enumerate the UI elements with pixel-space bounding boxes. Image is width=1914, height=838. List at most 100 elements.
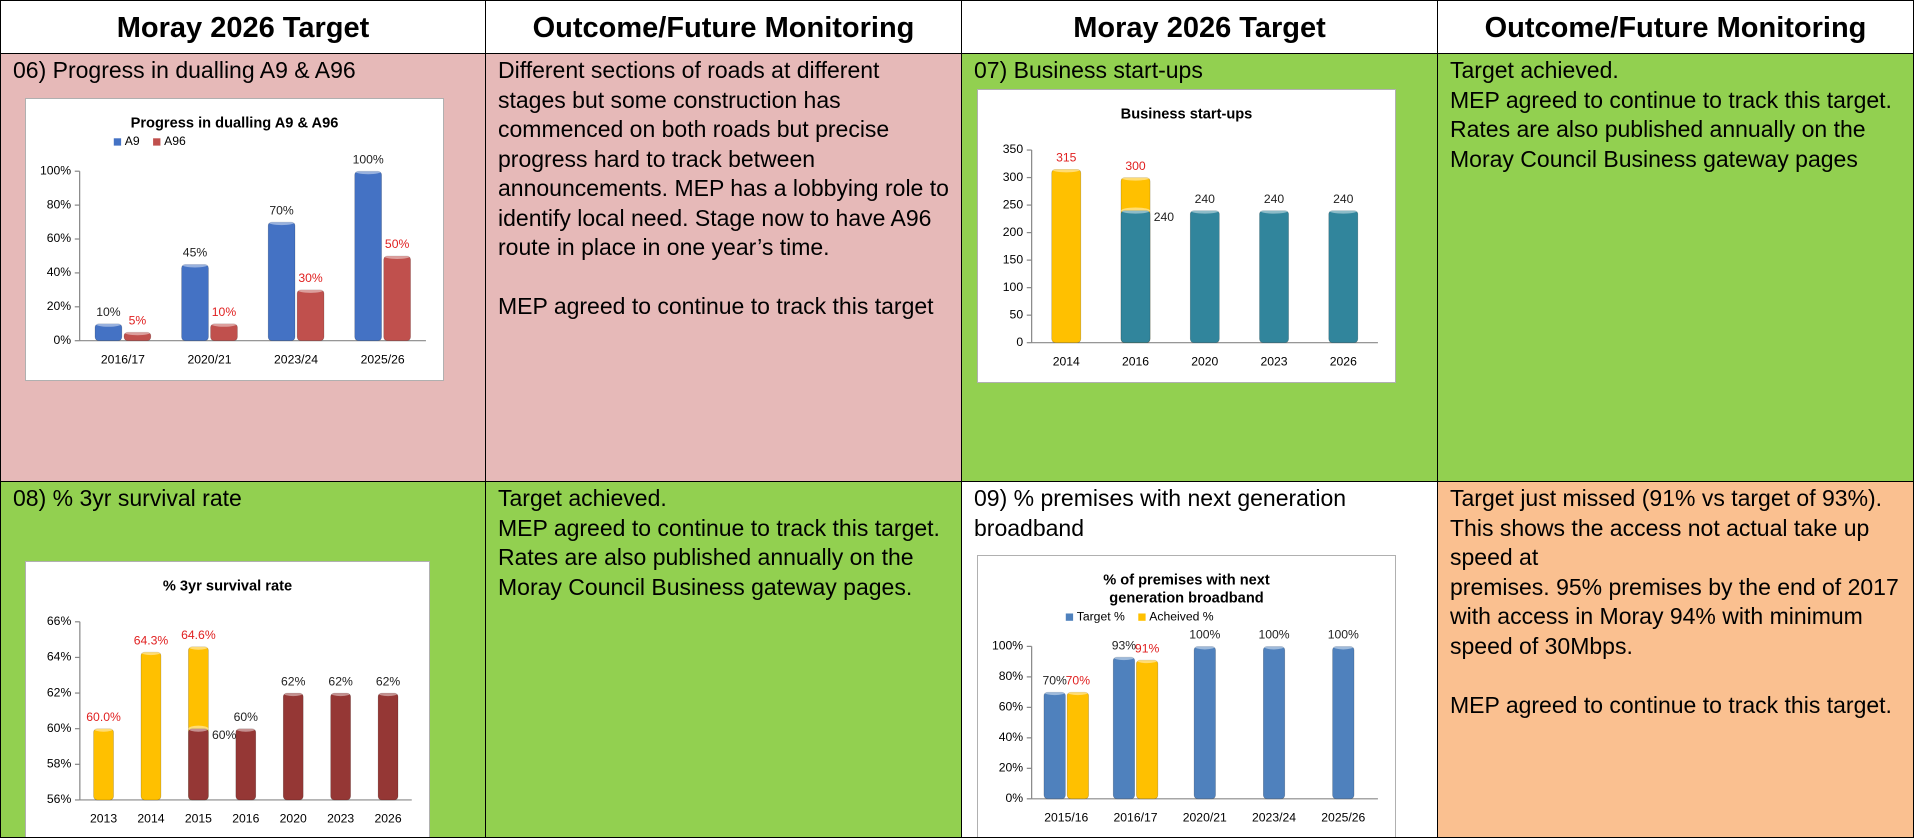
y-tick-label: 40% bbox=[999, 730, 1024, 744]
x-tick-label: 2023/24 bbox=[274, 352, 318, 366]
bar bbox=[1332, 646, 1355, 800]
text-line: MEP agreed to continue to track this tar… bbox=[498, 293, 934, 319]
bar-cap bbox=[1136, 657, 1158, 664]
bar bbox=[140, 651, 162, 801]
x-tick-label: 2016/17 bbox=[1114, 811, 1158, 825]
bar-cap bbox=[188, 643, 209, 650]
y-tick-label: 0% bbox=[1005, 791, 1023, 805]
header-cell: Moray 2026 Target bbox=[0, 0, 486, 54]
bar bbox=[1263, 646, 1286, 800]
outcome-text: Target just missed (91% vs target of 93%… bbox=[1438, 482, 1913, 720]
outcome-cell: Target achieved. MEP agreed to continue t… bbox=[486, 482, 962, 838]
value-label: 300 bbox=[1125, 159, 1146, 173]
value-label: 240 bbox=[1333, 192, 1354, 206]
bar bbox=[1066, 691, 1089, 800]
value-label: 240 bbox=[1264, 192, 1285, 206]
bar bbox=[354, 170, 382, 342]
x-tick-label: 2026 bbox=[374, 812, 401, 826]
target-cell: 07) Business start-ups Business start-ups… bbox=[962, 54, 1438, 482]
outcome-text: Different sections of roads at different… bbox=[486, 54, 961, 322]
x-tick-label: 2023 bbox=[1260, 354, 1287, 368]
bar bbox=[94, 323, 123, 342]
bar-cap bbox=[268, 219, 296, 226]
value-label: 10% bbox=[96, 305, 121, 319]
x-tick-label: 2016 bbox=[1122, 354, 1149, 368]
x-tick-label: 2013 bbox=[90, 812, 117, 826]
target-cell: 09) % premises with next generation broa… bbox=[962, 482, 1438, 838]
y-tick-label: 62% bbox=[47, 685, 72, 699]
bar-cap bbox=[354, 168, 382, 175]
chart-title: Progress in dualling A9 & A96 bbox=[131, 116, 339, 132]
y-tick-label: 350 bbox=[1003, 142, 1024, 156]
y-tick-label: 60% bbox=[47, 721, 72, 735]
bar bbox=[296, 289, 325, 342]
y-tick-label: 64% bbox=[47, 650, 72, 664]
outcome-text: Target achieved. MEP agreed to continue … bbox=[1438, 54, 1913, 174]
y-tick-label: 250 bbox=[1003, 197, 1024, 211]
x-tick-label: 2014 bbox=[1053, 354, 1080, 368]
value-label: 240 bbox=[1195, 192, 1216, 206]
target-cell: 06) Progress in dualling A9 & A96 Progres… bbox=[0, 54, 486, 482]
legend-label: Target % bbox=[1077, 609, 1125, 623]
target-label: 07) Business start-ups bbox=[974, 57, 1203, 83]
x-tick-label: 2014 bbox=[137, 812, 164, 826]
bar bbox=[383, 255, 411, 342]
bar-cap bbox=[283, 690, 304, 697]
value-label: 10% bbox=[212, 305, 237, 319]
value-label: 64.3% bbox=[134, 633, 169, 647]
chart: % of premises with next generation broadb… bbox=[977, 555, 1396, 837]
bar-cap bbox=[1051, 166, 1081, 173]
value-label: 60.0% bbox=[86, 710, 121, 724]
target-label: 09) % premises with next generation broa… bbox=[974, 485, 1347, 541]
header-cell: Outcome/Future Monitoring bbox=[1438, 0, 1914, 54]
value-label: 50% bbox=[385, 237, 410, 251]
value-label: 70% bbox=[1042, 673, 1067, 687]
outcome-cell: Different sections of roads at different… bbox=[486, 54, 962, 482]
text-line: premises. 95% premises by the end of 201… bbox=[1450, 573, 1899, 659]
bar-cap bbox=[1120, 207, 1151, 214]
chart-title: generation broadband bbox=[1109, 591, 1263, 607]
value-label: 60% bbox=[234, 710, 259, 724]
target-label: 08) % 3yr survival rate bbox=[13, 485, 242, 511]
x-tick-label: 2020/21 bbox=[187, 352, 231, 366]
legend-label: A96 bbox=[164, 134, 186, 148]
chart-title: % 3yr survival rate bbox=[163, 578, 292, 594]
chart: Business start-ups 0 50 100 150 200 250 300 350 2… bbox=[977, 89, 1396, 383]
y-tick-label: 20% bbox=[999, 761, 1024, 775]
value-label: 100% bbox=[1189, 628, 1220, 642]
value-label: 100% bbox=[1258, 628, 1289, 642]
y-tick-label: 66% bbox=[47, 614, 72, 628]
value-label: 5% bbox=[129, 313, 147, 327]
value-label: 62% bbox=[328, 674, 353, 688]
bar bbox=[267, 221, 296, 342]
bar bbox=[235, 728, 257, 801]
y-tick-label: 200 bbox=[1003, 225, 1024, 239]
text-line: Different sections of roads at different… bbox=[498, 57, 949, 260]
y-tick-label: 40% bbox=[47, 265, 72, 279]
text-line: MEP agreed to continue to track this tar… bbox=[498, 514, 940, 600]
chart-title: % of premises with next bbox=[1103, 572, 1270, 588]
bar bbox=[1051, 168, 1082, 343]
text-line: Target just missed (91% vs target of 93%… bbox=[1450, 485, 1883, 570]
x-tick-label: 2015/16 bbox=[1044, 811, 1088, 825]
x-tick-label: 2026 bbox=[1330, 354, 1357, 368]
legend-swatch bbox=[113, 138, 122, 146]
bar-cap bbox=[1194, 643, 1216, 650]
bar-cap bbox=[330, 690, 351, 697]
bar-cap bbox=[1263, 643, 1285, 650]
outcome-cell: Target just missed (91% vs target of 93%… bbox=[1438, 482, 1914, 838]
bar bbox=[188, 728, 209, 801]
y-tick-label: 0% bbox=[53, 333, 71, 347]
x-tick-label: 2015 bbox=[185, 812, 212, 826]
y-tick-label: 60% bbox=[47, 231, 72, 245]
bar bbox=[282, 692, 304, 801]
y-tick-label: 100% bbox=[992, 639, 1023, 653]
chart: Progress in dualling A9 & A96 A9 A96 0% 20% 4… bbox=[25, 98, 444, 381]
value-label: 62% bbox=[376, 674, 401, 688]
bar bbox=[181, 264, 209, 342]
text-line: Target achieved. bbox=[1450, 57, 1619, 83]
y-tick-label: 80% bbox=[999, 669, 1024, 683]
bar bbox=[123, 331, 152, 342]
legend-swatch bbox=[1065, 613, 1074, 621]
